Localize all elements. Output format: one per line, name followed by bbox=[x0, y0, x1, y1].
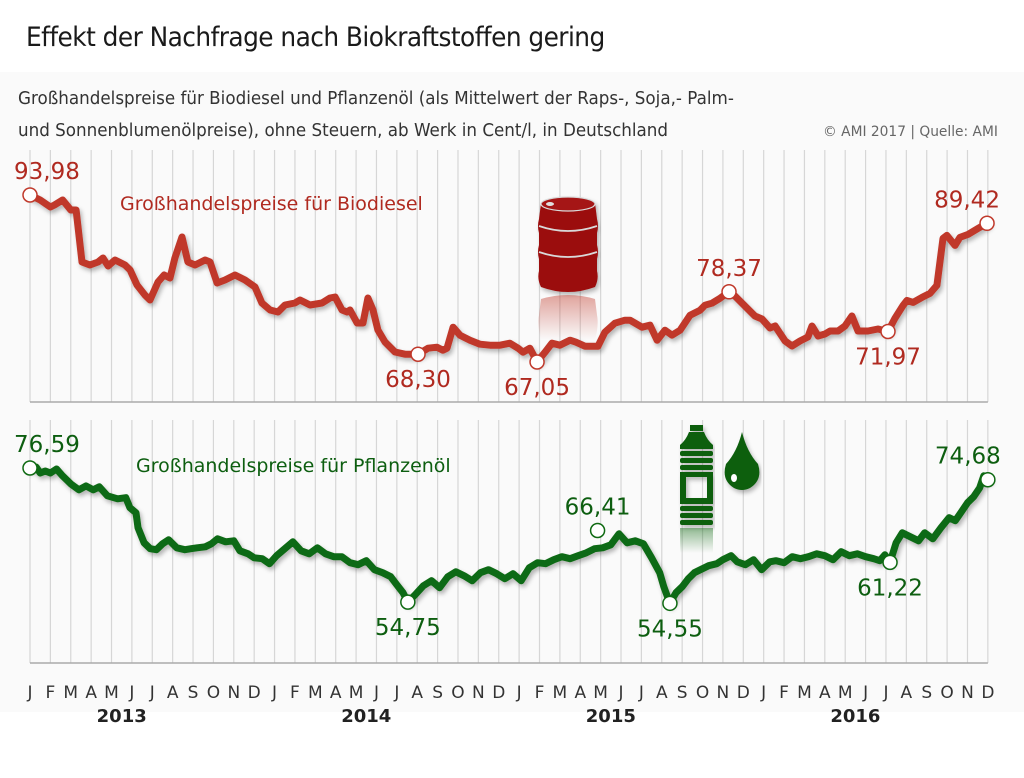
x-tick-label: M bbox=[797, 683, 812, 703]
x-tick-label: N bbox=[717, 683, 730, 703]
x-year-label: 2014 bbox=[341, 706, 391, 727]
x-tick-label: F bbox=[535, 683, 545, 703]
x-tick-label: J bbox=[128, 683, 134, 703]
data-label: 66,41 bbox=[565, 495, 631, 521]
x-tick-label: F bbox=[290, 683, 300, 703]
x-tick-label: S bbox=[921, 683, 932, 703]
data-label: 76,59 bbox=[14, 432, 80, 458]
chart-panel-background bbox=[0, 72, 1024, 712]
series-line-biodiesel bbox=[26, 191, 991, 366]
chart-subtitle-line-2: und Sonnenblumenölpreise), ohne Steuern,… bbox=[18, 120, 669, 141]
x-tick-label: J bbox=[882, 683, 888, 703]
data-point-marker bbox=[529, 354, 545, 370]
data-label: 68,30 bbox=[385, 367, 451, 393]
x-tick-label: M bbox=[104, 683, 119, 703]
data-point-marker bbox=[880, 323, 896, 340]
x-tick-label: A bbox=[411, 683, 423, 703]
data-point-marker bbox=[410, 346, 426, 362]
x-tick-label: M bbox=[838, 683, 853, 703]
data-point-marker bbox=[400, 594, 416, 610]
data-label: 54,75 bbox=[375, 615, 441, 641]
x-year-label: 2015 bbox=[586, 706, 636, 727]
x-tick-label: A bbox=[656, 683, 668, 703]
data-label: 74,68 bbox=[935, 444, 1001, 470]
source-credit: © AMI 2017 | Quelle: AMI bbox=[823, 124, 998, 140]
series-title-pflanzenoel: Großhandelspreise für Pflanzenöl bbox=[136, 455, 451, 477]
x-tick-label: J bbox=[618, 683, 624, 703]
x-tick-label: J bbox=[393, 683, 399, 703]
data-point-marker bbox=[589, 522, 606, 539]
x-tick-label: M bbox=[349, 683, 364, 703]
x-tick-label: A bbox=[330, 683, 342, 703]
x-tick-label: M bbox=[553, 683, 568, 703]
x-tick-label: N bbox=[472, 683, 485, 703]
x-tick-label: J bbox=[149, 683, 155, 703]
data-label: 89,42 bbox=[934, 187, 1000, 213]
x-tick-label: J bbox=[373, 683, 379, 703]
x-tick-label: F bbox=[45, 683, 55, 703]
x-tick-label: S bbox=[432, 683, 443, 703]
data-label: 61,22 bbox=[857, 575, 923, 601]
x-tick-label: S bbox=[188, 683, 199, 703]
x-tick-label: D bbox=[981, 683, 994, 703]
x-tick-label: J bbox=[271, 683, 277, 703]
x-tick-label: M bbox=[593, 683, 608, 703]
chart-title: Effekt der Nachfrage nach Biokraftstoffe… bbox=[26, 22, 605, 53]
x-tick-label: F bbox=[779, 683, 789, 703]
x-tick-label: N bbox=[227, 683, 240, 703]
x-tick-label: O bbox=[696, 683, 709, 703]
series-line-pflanzenoel bbox=[26, 463, 992, 607]
x-tick-label: A bbox=[574, 683, 586, 703]
data-point-marker bbox=[980, 471, 996, 488]
oil-bottle-icon bbox=[680, 425, 713, 553]
x-tick-label: M bbox=[308, 683, 323, 703]
series-title-biodiesel: Großhandelspreise für Biodiesel bbox=[120, 193, 423, 215]
data-label: 93,98 bbox=[14, 159, 80, 185]
x-tick-label: N bbox=[961, 683, 974, 703]
data-point-marker bbox=[882, 554, 898, 571]
x-year-label: 2013 bbox=[97, 706, 147, 727]
x-tick-label: A bbox=[85, 683, 97, 703]
x-tick-label: A bbox=[167, 683, 179, 703]
data-label: 78,37 bbox=[696, 256, 762, 282]
data-point-marker bbox=[22, 460, 38, 476]
data-point-marker bbox=[721, 284, 737, 300]
x-tick-label: A bbox=[819, 683, 831, 703]
x-tick-label: J bbox=[638, 683, 644, 703]
x-year-label: 2016 bbox=[830, 706, 880, 727]
x-tick-label: D bbox=[737, 683, 750, 703]
x-tick-label: J bbox=[26, 683, 32, 703]
chart-subtitle-line-1: Großhandelspreise für Biodiesel und Pfla… bbox=[18, 88, 734, 109]
data-point-marker bbox=[22, 187, 38, 203]
data-point-marker bbox=[979, 215, 995, 232]
data-label: 54,55 bbox=[637, 616, 703, 642]
x-tick-label: J bbox=[760, 683, 766, 703]
data-point-marker bbox=[662, 595, 678, 612]
x-tick-label: J bbox=[862, 683, 868, 703]
data-label: 67,05 bbox=[504, 375, 570, 401]
x-tick-label: S bbox=[677, 683, 688, 703]
x-tick-label: D bbox=[248, 683, 261, 703]
x-tick-label: O bbox=[940, 683, 953, 703]
x-tick-label: D bbox=[492, 683, 505, 703]
x-tick-label: J bbox=[516, 683, 522, 703]
x-tick-label: O bbox=[451, 683, 464, 703]
oil-drop-icon bbox=[724, 432, 760, 490]
x-tick-label: O bbox=[207, 683, 220, 703]
x-tick-label: A bbox=[901, 683, 913, 703]
x-tick-label: M bbox=[63, 683, 78, 703]
oil-barrel-icon bbox=[538, 196, 598, 340]
data-label: 71,97 bbox=[855, 344, 921, 370]
